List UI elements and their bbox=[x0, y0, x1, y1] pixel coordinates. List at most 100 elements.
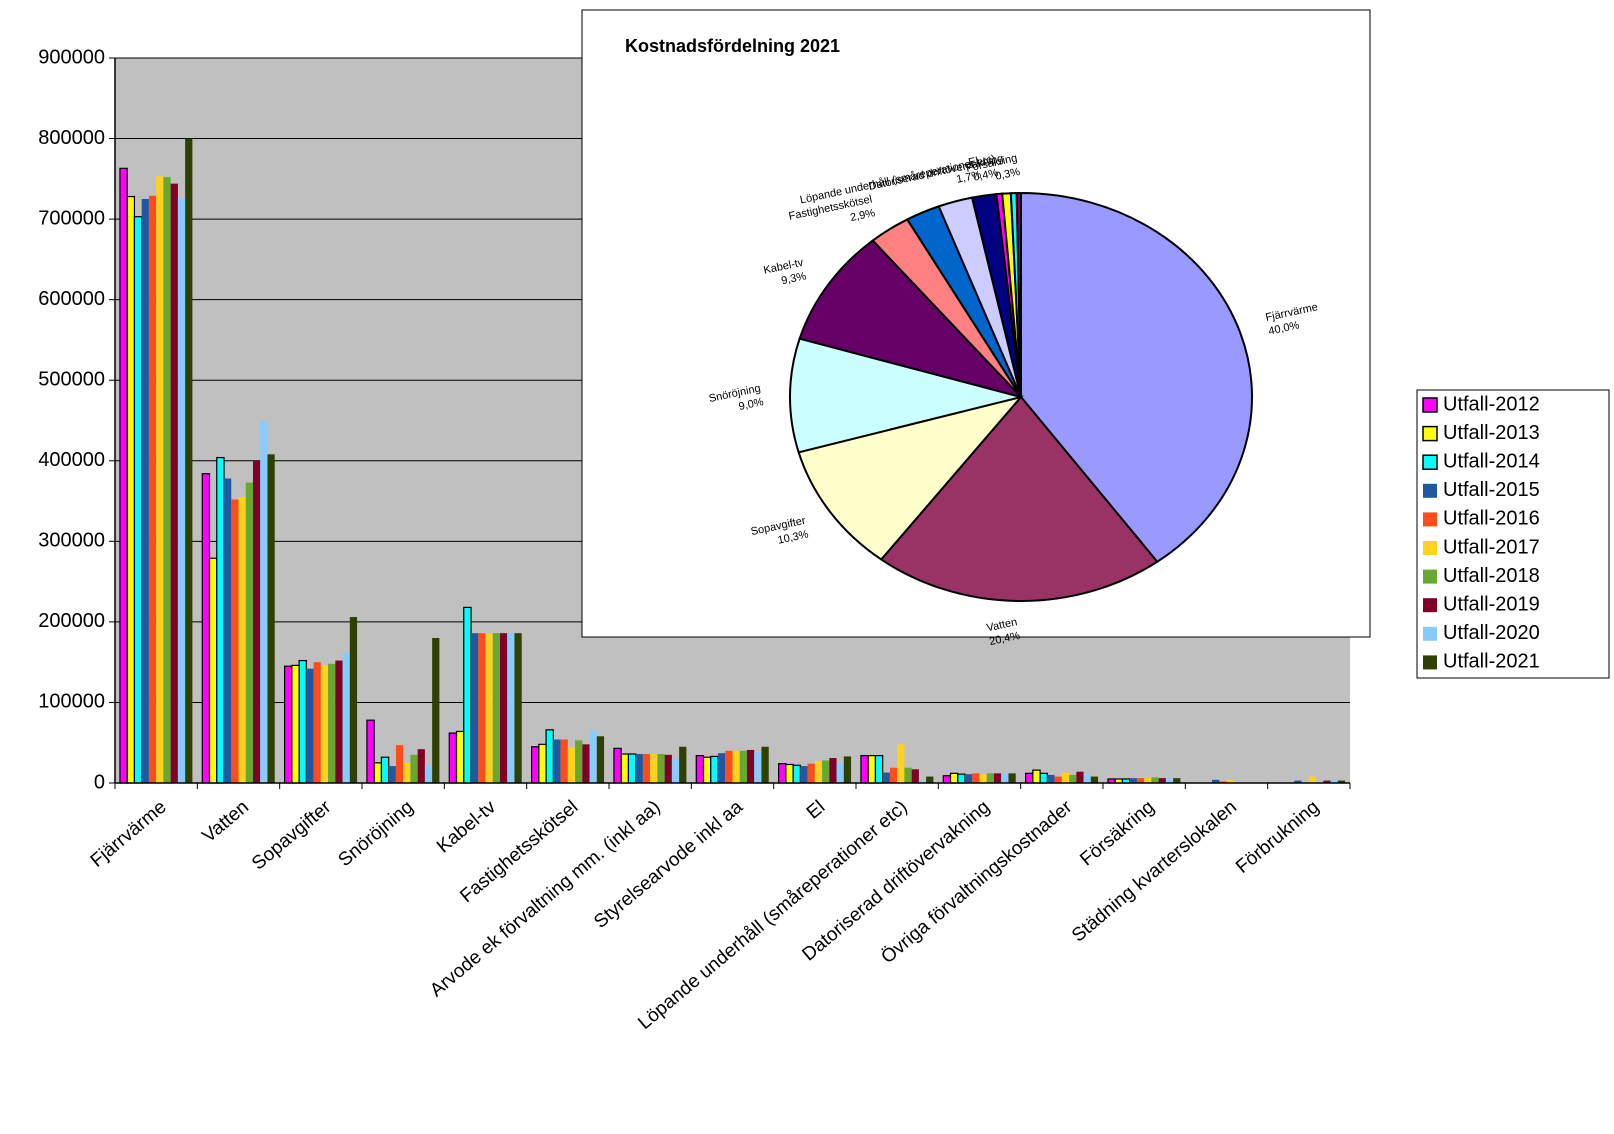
bar bbox=[349, 617, 358, 783]
bar bbox=[718, 753, 726, 783]
bar bbox=[807, 763, 815, 783]
bar bbox=[320, 665, 329, 783]
bar bbox=[163, 177, 171, 783]
bar bbox=[185, 138, 193, 784]
y-tick-label: 600000 bbox=[38, 288, 105, 310]
bar bbox=[1226, 779, 1234, 783]
bar bbox=[778, 763, 787, 784]
bar bbox=[904, 767, 912, 783]
pie-value-label: 9,0% bbox=[738, 396, 765, 413]
bar bbox=[238, 497, 246, 783]
bar bbox=[1008, 773, 1016, 783]
legend-label: Utfall-2021 bbox=[1443, 651, 1540, 673]
legend-swatch bbox=[1423, 541, 1437, 555]
x-tick-label: Kabel-tv bbox=[433, 796, 500, 857]
bar bbox=[942, 775, 952, 784]
bar bbox=[424, 765, 433, 783]
bar bbox=[1173, 778, 1181, 783]
legend-swatch bbox=[1423, 512, 1437, 527]
bar bbox=[514, 633, 522, 783]
bar bbox=[306, 668, 314, 783]
bar bbox=[201, 473, 211, 784]
bar bbox=[874, 755, 884, 784]
bar bbox=[965, 774, 973, 783]
bar bbox=[1076, 771, 1084, 783]
bar bbox=[732, 750, 740, 783]
bar bbox=[1308, 776, 1317, 783]
bar bbox=[949, 772, 959, 784]
y-tick-label: 0 bbox=[94, 771, 105, 793]
pie-slice bbox=[797, 395, 1024, 561]
bar bbox=[836, 762, 844, 783]
bar bbox=[1330, 779, 1338, 783]
x-tick-label: Förbrukning bbox=[1232, 797, 1323, 878]
bar bbox=[613, 747, 622, 784]
x-tick-label: El bbox=[803, 797, 829, 824]
y-tick-label: 100000 bbox=[38, 691, 105, 713]
bar bbox=[843, 756, 852, 783]
bar bbox=[403, 762, 411, 783]
pie-value-label: 0,4% bbox=[972, 167, 999, 184]
bar bbox=[926, 776, 934, 783]
bar bbox=[567, 747, 576, 783]
bar bbox=[746, 749, 755, 783]
x-tick-label: Styrelsearvode inkl aa bbox=[590, 796, 747, 933]
bar bbox=[993, 773, 1002, 783]
y-tick-label: 300000 bbox=[38, 530, 105, 552]
legend-swatch bbox=[1423, 598, 1437, 613]
bar bbox=[177, 198, 186, 783]
bar bbox=[785, 763, 794, 784]
bar bbox=[792, 764, 801, 784]
bar bbox=[739, 750, 747, 783]
x-tick-label: Städning kvarterslokalen bbox=[1068, 797, 1241, 947]
bar bbox=[754, 752, 762, 783]
pie-slice bbox=[1020, 191, 1253, 564]
bar bbox=[635, 754, 643, 783]
bar bbox=[1129, 778, 1137, 783]
bar bbox=[822, 760, 830, 783]
bar bbox=[1039, 772, 1048, 784]
bar bbox=[492, 633, 500, 783]
bar bbox=[216, 456, 225, 784]
bar bbox=[208, 557, 218, 784]
bar bbox=[918, 780, 927, 783]
bar bbox=[642, 754, 651, 783]
legend-label: Utfall-2016 bbox=[1443, 508, 1540, 530]
bar bbox=[582, 744, 590, 783]
bar bbox=[575, 740, 583, 783]
bar bbox=[1144, 778, 1152, 783]
bar bbox=[231, 499, 239, 783]
pie-title: Kostnadsfördelning 2021 bbox=[625, 36, 840, 56]
pie-value-label: 2,9% bbox=[849, 207, 876, 224]
bar bbox=[373, 762, 383, 784]
bar bbox=[695, 755, 705, 784]
bar bbox=[1136, 778, 1145, 783]
bar bbox=[860, 755, 869, 784]
legend-label: Utfall-2017 bbox=[1443, 536, 1540, 558]
bar bbox=[141, 198, 149, 783]
bar bbox=[986, 773, 994, 783]
bar bbox=[679, 746, 687, 783]
legend-label: Utfall-2020 bbox=[1443, 622, 1540, 644]
bar bbox=[448, 732, 458, 784]
legend-label: Utfall-2019 bbox=[1443, 593, 1540, 615]
legend-swatch bbox=[1422, 397, 1438, 413]
bar bbox=[1047, 774, 1055, 783]
bar bbox=[1294, 780, 1302, 783]
bar bbox=[650, 754, 658, 783]
bar bbox=[1054, 776, 1062, 783]
bar bbox=[889, 767, 898, 783]
bar bbox=[395, 745, 404, 783]
bar bbox=[471, 633, 479, 783]
bar bbox=[1337, 780, 1346, 783]
bar bbox=[1025, 772, 1034, 784]
bar bbox=[1151, 777, 1159, 783]
y-tick-label: 200000 bbox=[38, 610, 105, 632]
bar bbox=[657, 754, 665, 783]
bar bbox=[119, 167, 128, 784]
bar bbox=[507, 633, 515, 783]
bar bbox=[531, 746, 540, 784]
pie-value-label: 0,3% bbox=[994, 166, 1021, 183]
bar bbox=[560, 739, 568, 783]
legend-swatch bbox=[1423, 483, 1437, 498]
